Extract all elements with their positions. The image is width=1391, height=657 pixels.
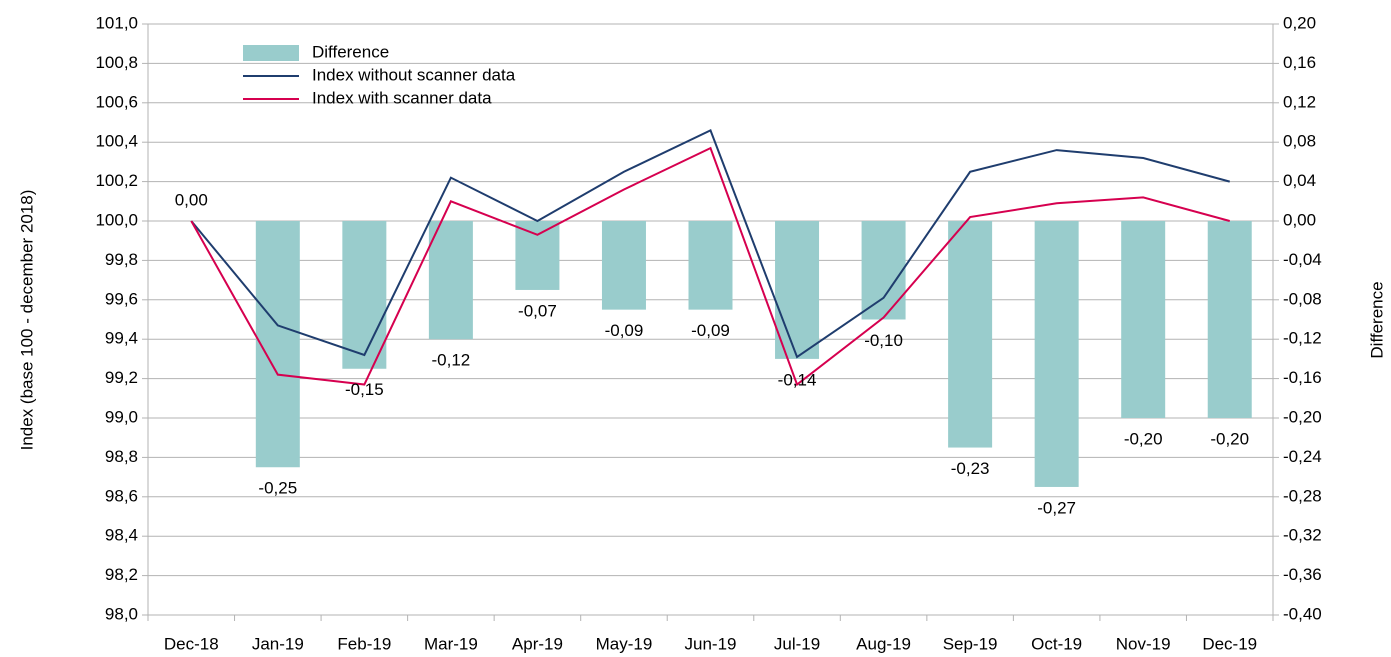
bar	[948, 221, 993, 448]
x-tick-label: May-19	[596, 634, 653, 653]
bar	[342, 221, 387, 369]
y-tick-label: 99,8	[105, 250, 138, 269]
x-tick-label: Mar-19	[424, 634, 478, 653]
y-tick-label: 99,2	[105, 368, 138, 387]
y-tick-label: 99,0	[105, 407, 138, 426]
data-label: 0,00	[175, 190, 208, 209]
x-tick-label: Feb-19	[337, 634, 391, 653]
y2-tick-label: -0,32	[1283, 526, 1322, 545]
data-label: -0,09	[691, 321, 730, 340]
line	[190, 129, 1230, 359]
y2-tick-label: 0,12	[1283, 92, 1316, 111]
y2-tick-label: -0,04	[1283, 250, 1322, 269]
bar	[428, 221, 473, 340]
data-label: -0,23	[951, 459, 990, 478]
data-label: -0,07	[518, 301, 557, 320]
legend-label: Difference	[312, 42, 389, 61]
bar	[688, 221, 733, 310]
y-tick-label: 98,6	[105, 486, 138, 505]
data-label: -0,25	[258, 479, 297, 498]
bar	[861, 221, 906, 320]
bar	[255, 221, 300, 468]
y-tick-label: 99,4	[105, 329, 138, 348]
y-tick-label: 100,8	[95, 53, 138, 72]
y2-tick-label: -0,12	[1283, 329, 1322, 348]
data-label: -0,09	[605, 321, 644, 340]
y-tick-label: 99,6	[105, 289, 138, 308]
legend-swatch	[243, 45, 299, 61]
data-label: -0,20	[1210, 429, 1249, 448]
y2-tick-label: 0,20	[1283, 13, 1316, 32]
y-tick-label: 101,0	[95, 13, 138, 32]
y2-tick-label: 0,04	[1283, 171, 1316, 190]
data-label: -0,15	[345, 380, 384, 399]
legend-label: Index with scanner data	[312, 88, 492, 107]
y2-tick-label: -0,28	[1283, 486, 1322, 505]
data-label: -0,12	[432, 351, 471, 370]
y-axis-title: Index (base 100 - december 2018)	[17, 190, 36, 451]
bar	[1121, 221, 1166, 418]
x-tick-label: Jul-19	[774, 634, 820, 653]
x-tick-label: Aug-19	[856, 634, 911, 653]
bar	[1034, 221, 1079, 487]
y2-tick-label: -0,08	[1283, 289, 1322, 308]
data-label: -0,20	[1124, 429, 1163, 448]
x-tick-label: Jun-19	[685, 634, 737, 653]
y2-tick-label: 0,08	[1283, 132, 1316, 151]
y2-tick-label: -0,40	[1283, 604, 1322, 623]
bar	[1207, 221, 1252, 418]
y2-tick-label: -0,24	[1283, 447, 1322, 466]
x-tick-label: Dec-19	[1202, 634, 1257, 653]
y2-tick-label: -0,16	[1283, 368, 1322, 387]
y2-tick-label: -0,36	[1283, 565, 1322, 584]
y-tick-label: 98,0	[105, 604, 138, 623]
x-tick-label: Sep-19	[943, 634, 998, 653]
x-tick-label: Nov-19	[1116, 634, 1171, 653]
y2-tick-label: 0,00	[1283, 210, 1316, 229]
bar	[775, 221, 820, 359]
bar	[601, 221, 646, 310]
y-tick-label: 100,6	[95, 92, 138, 111]
x-tick-label: Oct-19	[1031, 634, 1082, 653]
y2-tick-label: -0,20	[1283, 407, 1322, 426]
line	[190, 146, 1230, 387]
x-tick-label: Dec-18	[164, 634, 219, 653]
y-tick-label: 100,0	[95, 210, 138, 229]
y-tick-label: 98,8	[105, 447, 138, 466]
data-label: -0,10	[864, 331, 903, 350]
x-tick-label: Apr-19	[512, 634, 563, 653]
y-tick-label: 100,4	[95, 132, 138, 151]
bar	[515, 221, 560, 290]
y-tick-label: 98,4	[105, 526, 138, 545]
legend-label: Index without scanner data	[312, 65, 516, 84]
x-tick-label: Jan-19	[252, 634, 304, 653]
y2-tick-label: 0,16	[1283, 53, 1316, 72]
y-tick-label: 98,2	[105, 565, 138, 584]
data-label: -0,14	[778, 370, 817, 389]
data-label: -0,27	[1037, 498, 1076, 517]
y2-axis-title: Difference	[1367, 281, 1386, 358]
y-tick-label: 100,2	[95, 171, 138, 190]
